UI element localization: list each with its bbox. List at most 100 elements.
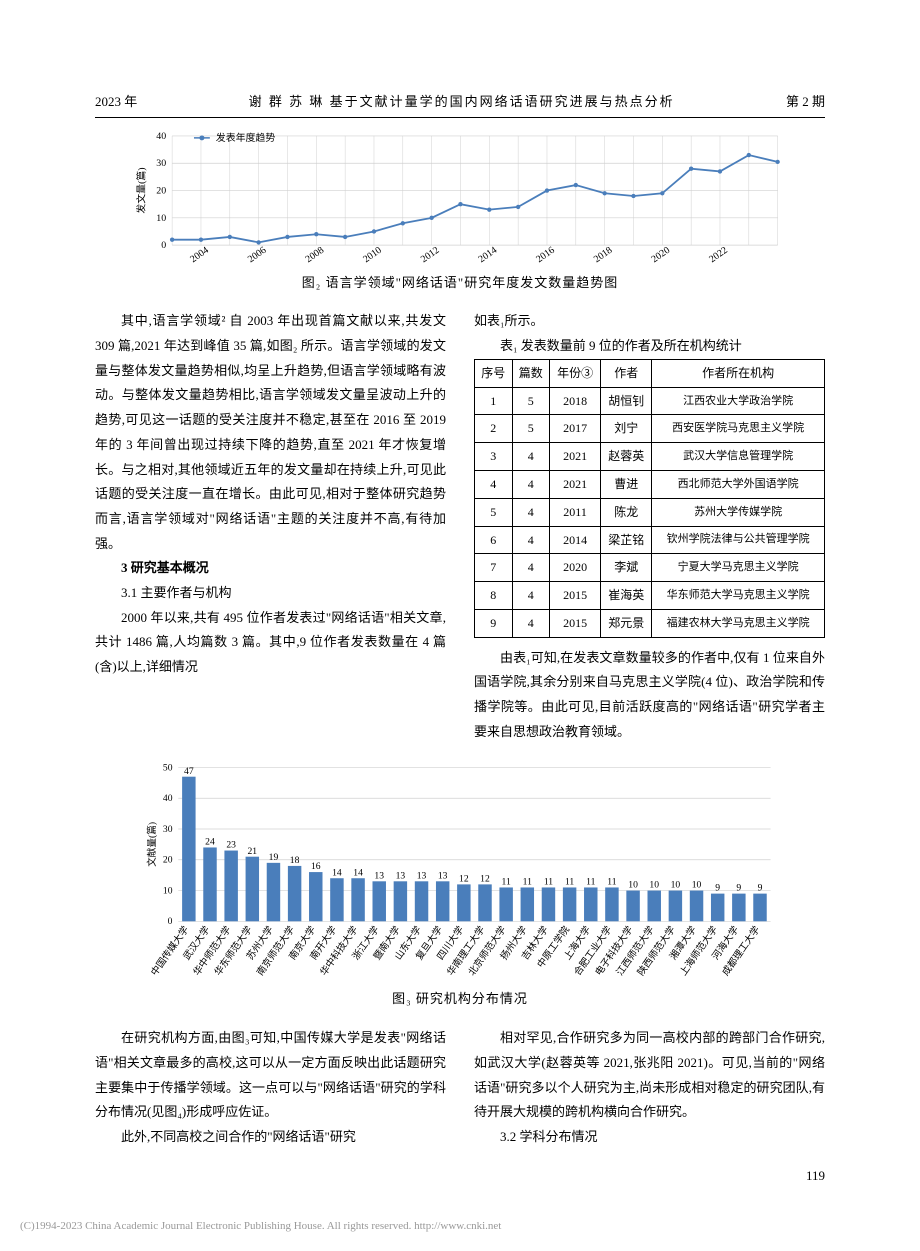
svg-text:10: 10: [692, 880, 702, 891]
svg-text:12: 12: [459, 874, 469, 885]
svg-text:10: 10: [628, 880, 638, 891]
svg-text:16: 16: [311, 862, 321, 873]
svg-text:10: 10: [163, 886, 173, 897]
right-column-2: 相对罕见,合作研究多为同一高校内部的跨部门合作研究,如武汉大学(赵蓉英等 202…: [474, 1026, 825, 1149]
table-cell: 华东师范大学马克思主义学院: [652, 582, 825, 610]
header-issue: 第 2 期: [786, 90, 825, 115]
svg-text:30: 30: [163, 824, 173, 835]
svg-text:10: 10: [649, 880, 659, 891]
table-cell: 胡恒钊: [601, 387, 652, 415]
svg-text:9: 9: [736, 883, 741, 894]
table-cell: 2011: [550, 498, 601, 526]
svg-text:10: 10: [671, 880, 681, 891]
table-cell: 梁芷铭: [601, 526, 652, 554]
bar-chart-institutions: 01020304050文献量(篇)47中国传媒大学24武汉大学23华中师范大学2…: [125, 754, 795, 979]
chart3-caption: 图₃ 研究机构分布情况: [95, 987, 825, 1012]
table-cell: 赵蓉英: [601, 443, 652, 471]
table-cell: 2018: [550, 387, 601, 415]
table-header: 篇数: [512, 359, 550, 387]
table-header: 作者: [601, 359, 652, 387]
svg-text:40: 40: [156, 131, 166, 142]
svg-text:9: 9: [758, 883, 763, 894]
header-title: 谢 群 苏 琳 基于文献计量学的国内网络话语研究进展与热点分析: [137, 90, 786, 115]
svg-text:2006: 2006: [246, 244, 269, 262]
table-cell: 2017: [550, 415, 601, 443]
paragraph: 此外,不同高校之间合作的"网络话语"研究: [95, 1125, 446, 1150]
left-column-2: 在研究机构方面,由图₃可知,中国传媒大学是发表"网络话语"相关文章最多的高校,这…: [95, 1026, 446, 1149]
table-cell: 武汉大学信息管理学院: [652, 443, 825, 471]
table-cell: 4: [512, 498, 550, 526]
svg-text:10: 10: [156, 213, 166, 224]
table-header: 序号: [475, 359, 513, 387]
table-cell: 陈龙: [601, 498, 652, 526]
table-cell: 4: [512, 526, 550, 554]
svg-text:0: 0: [161, 240, 166, 251]
table-cell: 3: [475, 443, 513, 471]
paragraph: 相对罕见,合作研究多为同一高校内部的跨部门合作研究,如武汉大学(赵蓉英等 202…: [474, 1026, 825, 1125]
table-cell: 4: [475, 470, 513, 498]
table-cell: 刘宁: [601, 415, 652, 443]
table-cell: 2020: [550, 554, 601, 582]
svg-text:19: 19: [269, 852, 279, 863]
svg-text:47: 47: [184, 766, 194, 777]
svg-text:2020: 2020: [650, 244, 673, 262]
table-cell: 郑元景: [601, 609, 652, 637]
table-cell: 5: [475, 498, 513, 526]
svg-text:发表年度趋势: 发表年度趋势: [216, 131, 276, 144]
svg-text:2014: 2014: [477, 244, 500, 262]
table-cell: 9: [475, 609, 513, 637]
table-cell: 4: [512, 470, 550, 498]
table-cell: 4: [512, 609, 550, 637]
svg-text:2022: 2022: [707, 244, 730, 262]
table-cell: 宁夏大学马克思主义学院: [652, 554, 825, 582]
svg-text:13: 13: [417, 871, 427, 882]
table-cell: 4: [512, 582, 550, 610]
svg-text:11: 11: [586, 877, 595, 888]
svg-text:20: 20: [163, 855, 173, 866]
table-cell: 苏州大学传媒学院: [652, 498, 825, 526]
table-cell: 2021: [550, 443, 601, 471]
svg-text:20: 20: [156, 185, 166, 196]
table-header: 年份③: [550, 359, 601, 387]
section-3-1-heading: 3.1 主要作者与机构: [95, 581, 446, 606]
svg-text:2004: 2004: [188, 244, 211, 262]
paragraph: 由表₁可知,在发表文章数量较多的作者中,仅有 1 位来自外国语学院,其余分别来自…: [474, 646, 825, 745]
table-row: 442021曹进西北师范大学外国语学院: [475, 470, 825, 498]
chart1-caption: 图₂ 语言学领域"网络话语"研究年度发文数量趋势图: [95, 271, 825, 296]
svg-text:发文量(篇): 发文量(篇): [134, 167, 147, 213]
page-number: 119: [95, 1164, 825, 1189]
table-row: 642014梁芷铭钦州学院法律与公共管理学院: [475, 526, 825, 554]
paragraph: 在研究机构方面,由图₃可知,中国传媒大学是发表"网络话语"相关文章最多的高校,这…: [95, 1026, 446, 1125]
svg-text:14: 14: [353, 868, 363, 879]
right-column-1: 如表₁所示。 表₁ 发表数量前 9 位的作者及所在机构统计 序号篇数年份③作者作…: [474, 309, 825, 744]
svg-text:2010: 2010: [361, 244, 384, 262]
table-cell: 福建农林大学马克思主义学院: [652, 609, 825, 637]
svg-text:50: 50: [163, 763, 173, 774]
svg-text:2008: 2008: [304, 244, 327, 262]
copyright-footer: (C)1994-2023 China Academic Journal Elec…: [0, 1208, 920, 1251]
table-cell: 2021: [550, 470, 601, 498]
paragraph: 如表₁所示。: [474, 309, 825, 334]
table-cell: 崔海英: [601, 582, 652, 610]
svg-text:12: 12: [480, 874, 490, 885]
svg-text:2012: 2012: [419, 244, 442, 262]
table-cell: 2015: [550, 609, 601, 637]
chart3-container: 01020304050文献量(篇)47中国传媒大学24武汉大学23华中师范大学2…: [125, 754, 795, 979]
svg-text:9: 9: [715, 883, 720, 894]
table-row: 252017刘宁西安医学院马克思主义学院: [475, 415, 825, 443]
svg-text:18: 18: [290, 856, 300, 867]
svg-text:30: 30: [156, 158, 166, 169]
table-cell: 2014: [550, 526, 601, 554]
table-cell: 2: [475, 415, 513, 443]
table-cell: 5: [512, 415, 550, 443]
table-cell: 6: [475, 526, 513, 554]
page-header: 2023 年 谢 群 苏 琳 基于文献计量学的国内网络话语研究进展与热点分析 第…: [95, 90, 825, 118]
table-cell: 4: [512, 554, 550, 582]
table-cell: 2015: [550, 582, 601, 610]
table-cell: 钦州学院法律与公共管理学院: [652, 526, 825, 554]
body-columns-1: 其中,语言学领域² 自 2003 年出现首篇文献以来,共发文 309 篇,202…: [95, 309, 825, 744]
table-cell: 西北师范大学外国语学院: [652, 470, 825, 498]
table-row: 542011陈龙苏州大学传媒学院: [475, 498, 825, 526]
left-column-1: 其中,语言学领域² 自 2003 年出现首篇文献以来,共发文 309 篇,202…: [95, 309, 446, 744]
svg-text:14: 14: [332, 868, 342, 879]
